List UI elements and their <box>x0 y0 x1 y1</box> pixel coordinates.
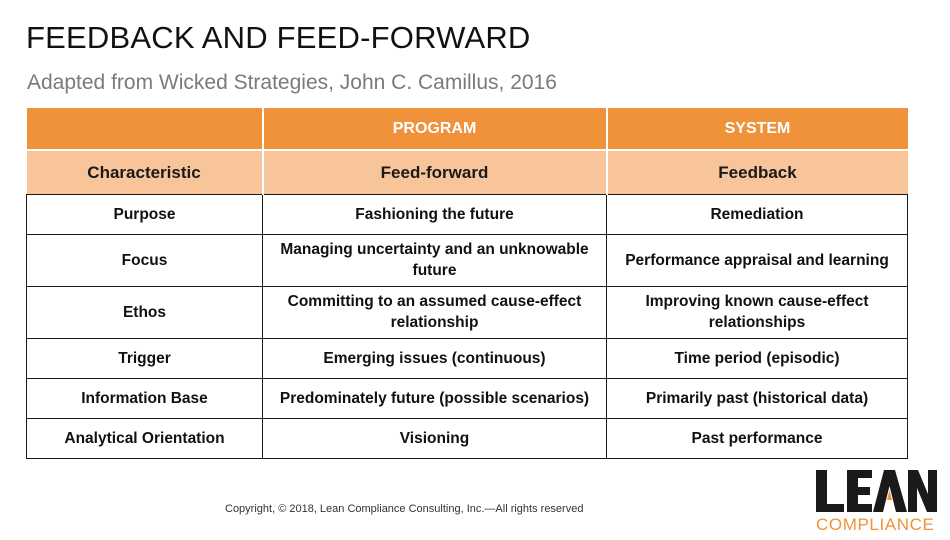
row-label: Ethos <box>26 285 263 339</box>
program-cell: Visioning <box>262 417 607 459</box>
system-cell: Remediation <box>606 193 908 235</box>
group-header-system: SYSTEM <box>606 108 908 150</box>
row-label: Trigger <box>26 337 263 379</box>
slide-title: FEEDBACK AND FEED-FORWARD <box>26 20 531 55</box>
row-label: Focus <box>26 233 263 287</box>
copyright-notice: Copyright, © 2018, Lean Compliance Consu… <box>225 503 584 515</box>
table-row: Trigger Emerging issues (continuous) Tim… <box>26 337 908 379</box>
system-cell: Time period (episodic) <box>606 337 908 379</box>
program-cell: Predominately future (possible scenarios… <box>262 377 607 419</box>
program-cell: Fashioning the future <box>262 193 607 235</box>
table-row: Analytical Orientation Visioning Past pe… <box>26 417 908 459</box>
column-header-row: Characteristic Feed-forward Feedback <box>26 149 908 194</box>
program-cell: Emerging issues (continuous) <box>262 337 607 379</box>
system-cell: Performance appraisal and learning <box>606 233 908 287</box>
column-header-feedback: Feedback <box>606 149 908 194</box>
table-row: Purpose Fashioning the future Remediatio… <box>26 193 908 235</box>
comparison-table: PROGRAM SYSTEM Characteristic Feed-forwa… <box>26 108 908 459</box>
row-label: Information Base <box>26 377 263 419</box>
logo-wordmark <box>816 470 937 512</box>
group-header-row: PROGRAM SYSTEM <box>26 108 908 150</box>
system-cell: Primarily past (historical data) <box>606 377 908 419</box>
column-header-characteristic: Characteristic <box>26 149 264 194</box>
lean-compliance-logo: COMPLIANCE <box>814 468 938 536</box>
program-cell: Managing uncertainty and an unknowable f… <box>262 233 607 287</box>
program-cell: Committing to an assumed cause-effect re… <box>262 285 607 339</box>
system-cell: Improving known cause-effect relationshi… <box>606 285 908 339</box>
group-header-empty <box>26 108 264 150</box>
row-label: Purpose <box>26 193 263 235</box>
slide-subtitle: Adapted from Wicked Strategies, John C. … <box>27 71 557 94</box>
column-header-feed-forward: Feed-forward <box>262 149 608 194</box>
logo-subword: COMPLIANCE <box>816 515 935 534</box>
group-header-program: PROGRAM <box>262 108 608 150</box>
table-row: Focus Managing uncertainty and an unknow… <box>26 233 908 287</box>
table-row: Information Base Predominately future (p… <box>26 377 908 419</box>
system-cell: Past performance <box>606 417 908 459</box>
table-row: Ethos Committing to an assumed cause-eff… <box>26 285 908 339</box>
row-label: Analytical Orientation <box>26 417 263 459</box>
